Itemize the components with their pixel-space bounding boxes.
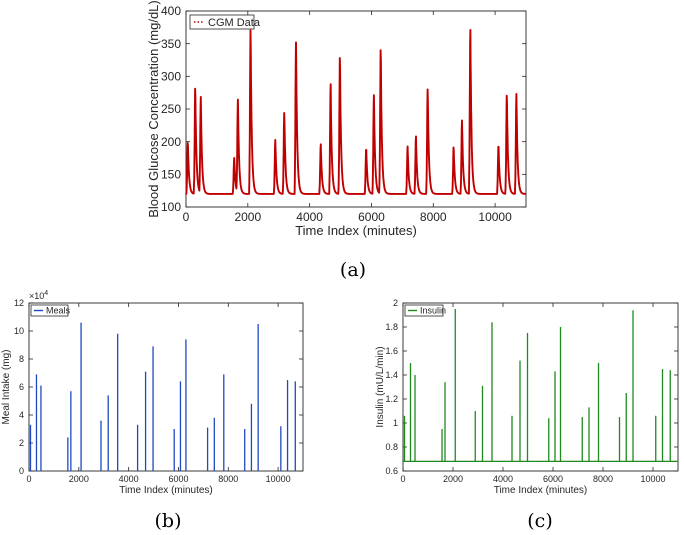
legend-box <box>30 304 69 317</box>
panel-label-a: (a) <box>340 259 366 281</box>
x-tick-label: 2000 <box>234 210 261 224</box>
x-tick-label: 6000 <box>358 210 385 224</box>
x-tick-label: 8000 <box>593 474 613 484</box>
y-tick-label: 6 <box>19 382 24 392</box>
y-tick-label: 200 <box>161 135 181 149</box>
plot-area <box>29 303 303 471</box>
y-tick-label: 350 <box>161 37 181 51</box>
y-axis-label: Meal Intake (mg) <box>1 349 12 424</box>
x-tick-label: 10000 <box>266 474 291 484</box>
y-tick-label: 0 <box>19 466 24 476</box>
y-tick-label: 300 <box>161 70 181 84</box>
y-tick-label: 2 <box>19 438 24 448</box>
y-tick-label: 0.6 <box>385 466 398 476</box>
x-tick-label: 0 <box>26 474 31 484</box>
x-tick-label: 8000 <box>218 474 238 484</box>
legend-label: CGM Data <box>208 17 261 29</box>
insulin-chart: 0 2000 4000 6000 8000 10000 0.6 0.8 1 1.2 1.4 1.6 1.… <box>375 298 679 496</box>
y-tick-label: 2 <box>393 298 398 308</box>
x-tick-label: 0 <box>400 474 405 484</box>
x-tick-label: 2000 <box>443 474 463 484</box>
legend-box <box>404 304 444 317</box>
y-axis-label: Blood Glucose Concentration (mg/dL) <box>146 0 161 218</box>
panel-label-b: (b) <box>155 510 182 532</box>
y-tick-label: 150 <box>161 168 181 182</box>
x-tick-label: 10000 <box>478 210 512 224</box>
x-tick-label: 8000 <box>420 210 447 224</box>
x-axis-label: Time Index (minutes) <box>295 223 417 238</box>
axes-box <box>185 10 527 208</box>
y-axis-label: Insulin (mU/L/min) <box>375 346 386 427</box>
x-tick-label: 2000 <box>69 474 89 484</box>
cgm-series-line <box>185 28 527 195</box>
y-multiplier-label: ×104 <box>29 290 48 301</box>
y-tick-label: 1 <box>393 418 398 428</box>
x-axis-label: Time Index (minutes) <box>494 485 588 496</box>
y-tick-label: 1.8 <box>385 322 398 332</box>
axes-box <box>402 302 679 472</box>
x-tick-label: 10000 <box>640 474 665 484</box>
panel-label-c: (c) <box>527 510 552 532</box>
y-tick-label: 12 <box>14 298 24 308</box>
y-tick-label: 1.4 <box>385 370 398 380</box>
glucose-chart: 0 2000 4000 6000 8000 10000 100 150 200 250 300 350… <box>146 0 527 238</box>
x-axis-label: Time Index (minutes) <box>119 485 213 496</box>
y-tick-label: 0.8 <box>385 442 398 452</box>
plot-area <box>403 303 678 471</box>
meals-chart: 0 2000 4000 6000 8000 10000 0 2 4 6 8 10 12 Time Inde… <box>1 290 304 496</box>
x-tick-label: 4000 <box>296 210 323 224</box>
y-multiplier-exponent: 4 <box>44 290 48 297</box>
x-tick-label: 0 <box>183 210 190 224</box>
y-tick-label: 250 <box>161 102 181 116</box>
legend-box <box>189 14 255 30</box>
y-tick-label: 10 <box>14 326 24 336</box>
y-tick-label: 100 <box>161 200 181 214</box>
y-tick-label: 1.2 <box>385 394 398 404</box>
x-tick-label: 6000 <box>543 474 563 484</box>
legend-label: Meals <box>46 306 71 316</box>
legend-label: Insulin <box>420 306 446 316</box>
x-tick-label: 4000 <box>119 474 139 484</box>
x-tick-label: 6000 <box>168 474 188 484</box>
x-tick-label: 4000 <box>493 474 513 484</box>
y-tick-label: 8 <box>19 354 24 364</box>
axes-box <box>28 302 304 472</box>
y-tick-label: 400 <box>161 4 181 18</box>
y-tick-label: 1.6 <box>385 346 398 356</box>
y-tick-label: 4 <box>19 410 24 420</box>
